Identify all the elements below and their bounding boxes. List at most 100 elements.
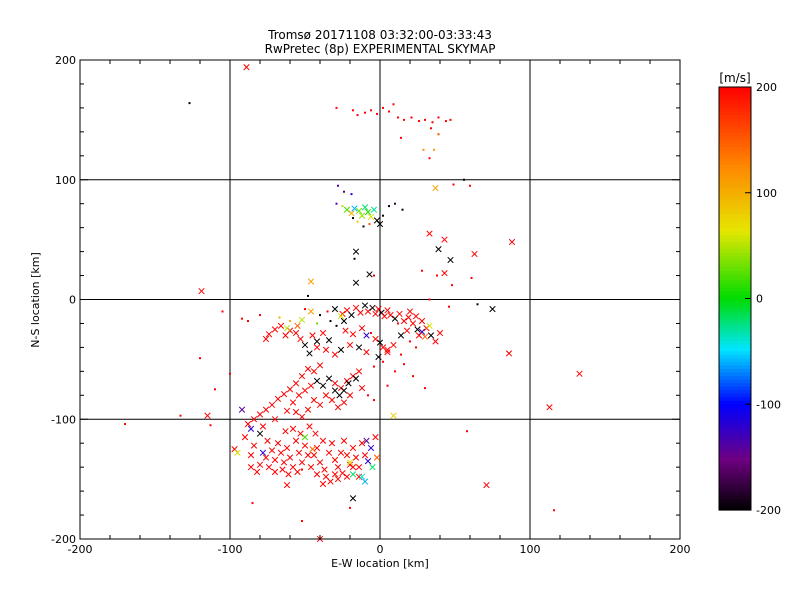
data-point-x [310,452,318,459]
data-point-x [301,387,309,394]
colorbar-segment [719,369,751,374]
data-point-x [280,390,288,398]
data-point-x [313,344,321,351]
data-point-x [289,425,297,432]
colorbar-segment [719,467,751,472]
colorbar-segment [719,478,751,483]
colorbar-segment [719,277,751,282]
data-point-x [364,458,372,465]
data-point-x [505,350,513,357]
data-point-x [334,404,342,411]
data-point-x [421,333,429,340]
data-point-dot [301,520,303,523]
data-point-dot [392,103,395,106]
colorbar-segment [719,316,751,321]
data-point-dot [247,320,249,323]
colorbar-segment [719,161,751,166]
data-point-x [546,404,553,411]
data-point-x [406,308,414,315]
colorbar-segment [719,471,751,476]
data-point-dot [335,202,338,205]
data-point-x [250,442,258,449]
data-point-x [352,248,360,255]
data-point-x [432,184,439,192]
colorbar-segment [719,263,751,268]
data-point-dot [229,372,231,375]
data-point-x [307,278,315,285]
colorbar-segment [719,178,751,183]
data-point-x [256,411,264,418]
data-point-x [427,332,435,339]
data-point-x [243,64,250,71]
data-point-x [381,313,388,320]
data-point-x [268,447,276,454]
x-tick-label: 200 [670,543,691,556]
data-point-x [198,287,205,295]
data-point-dot [469,184,471,187]
colorbar-segment [719,143,751,148]
data-point-dot [394,202,396,205]
colorbar-segment [719,101,751,106]
data-point-x [325,449,333,456]
colorbar-tick-label: 200 [756,81,777,94]
data-point-x [316,362,324,369]
colorbar-segment [719,414,751,419]
colorbar [718,86,752,511]
data-point-x [250,416,258,423]
data-point-x [508,238,516,246]
data-point-dot [179,414,182,417]
data-point-dot [335,324,338,327]
data-point-x [282,332,289,339]
colorbar-ticks: 200 100 0 -100 -200 [745,81,781,517]
colorbar-tick-label: -200 [756,504,781,517]
data-point-x [375,353,382,361]
data-point-x [340,317,348,325]
colorbar-segment [719,231,751,236]
data-point-dot [421,269,423,272]
data-point-x [352,375,360,382]
data-point-x [274,395,282,403]
data-point-x [259,449,267,456]
data-point-dot [397,116,399,119]
colorbar-segment [719,464,751,469]
colorbar-segment [719,217,751,222]
data-point-dot [463,178,465,181]
colorbar-segment [719,213,751,219]
data-point-dot [466,430,468,433]
data-point-dot [451,284,453,287]
data-point-x [331,351,339,358]
data-point-dot [422,148,425,151]
data-point-dot [214,388,216,391]
data-point-x [316,401,324,409]
x-tick-label: 0 [377,543,384,556]
data-point-dot [364,111,366,114]
colorbar-segment [719,435,751,441]
data-point-dot [397,322,399,325]
data-point-x [262,335,270,343]
data-point-x [262,454,270,461]
colorbar-segment [719,153,751,159]
colorbar-segment [719,390,751,395]
data-point-x [292,329,300,337]
data-point-x [307,382,315,389]
data-point-x [418,317,426,325]
data-point-dot [433,148,435,151]
colorbar-segment [719,199,751,204]
data-point-x [247,463,255,471]
data-point-x [306,423,313,430]
colorbar-segment [719,337,751,342]
colorbar-segment [719,196,751,201]
data-point-x [358,384,366,392]
colorbar-segment [719,203,751,208]
data-point-dot [352,217,354,220]
data-point-dot [452,183,455,186]
data-point-dot [352,109,354,112]
data-point-x [361,452,369,459]
data-point-x [204,412,211,419]
colorbar-segment [719,344,751,349]
data-point-dot [449,118,452,121]
data-point-dot [362,225,365,228]
data-point-x [286,454,294,461]
data-point-dot [382,106,384,109]
data-point-x [447,256,454,264]
